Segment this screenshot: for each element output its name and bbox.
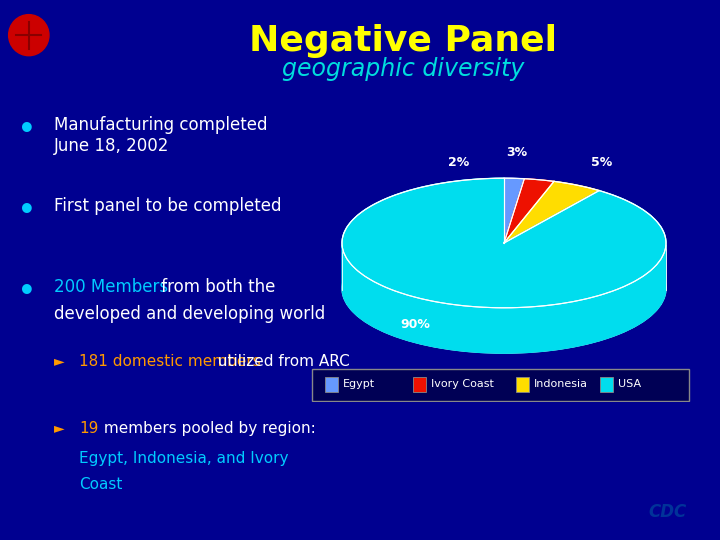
Text: 3%: 3%: [506, 146, 528, 159]
Polygon shape: [342, 245, 666, 353]
Text: members pooled by region:: members pooled by region:: [99, 421, 321, 436]
Text: Indonesia: Indonesia: [534, 379, 588, 389]
Polygon shape: [342, 178, 666, 308]
Text: Egypt: Egypt: [343, 379, 375, 389]
Bar: [516, 377, 529, 393]
Text: developed and developing world: developed and developing world: [54, 305, 325, 323]
Text: Negative Panel: Negative Panel: [249, 24, 557, 58]
Text: Ivory Coast: Ivory Coast: [431, 379, 494, 389]
Circle shape: [9, 15, 49, 56]
Text: geographic diversity: geographic diversity: [282, 57, 524, 80]
Bar: [600, 377, 613, 393]
Bar: [413, 377, 426, 393]
Text: Egypt, Indonesia, and Ivory: Egypt, Indonesia, and Ivory: [79, 451, 289, 466]
Text: 181 domestic members: 181 domestic members: [79, 354, 261, 369]
Polygon shape: [504, 179, 554, 243]
Text: 5%: 5%: [590, 156, 612, 168]
Text: 19: 19: [79, 421, 99, 436]
FancyBboxPatch shape: [312, 369, 689, 401]
Text: Manufacturing completed
June 18, 2002: Manufacturing completed June 18, 2002: [54, 116, 268, 155]
Text: 200 Members: 200 Members: [54, 278, 168, 296]
Ellipse shape: [342, 224, 666, 353]
Text: ►: ►: [54, 354, 65, 368]
Text: Coast: Coast: [79, 477, 122, 492]
Polygon shape: [504, 181, 599, 243]
Text: 90%: 90%: [400, 318, 430, 330]
Text: USA: USA: [618, 379, 641, 389]
Text: 2%: 2%: [448, 156, 469, 168]
Text: •: •: [19, 116, 36, 144]
Bar: [325, 377, 338, 393]
Polygon shape: [504, 178, 524, 243]
Text: First panel to be completed: First panel to be completed: [54, 197, 282, 215]
Text: from both the: from both the: [156, 278, 276, 296]
Text: •: •: [19, 278, 36, 306]
Text: ►: ►: [54, 421, 65, 435]
Text: •: •: [19, 197, 36, 225]
Text: utilized from ARC: utilized from ARC: [213, 354, 350, 369]
Text: CDC: CDC: [649, 503, 687, 521]
